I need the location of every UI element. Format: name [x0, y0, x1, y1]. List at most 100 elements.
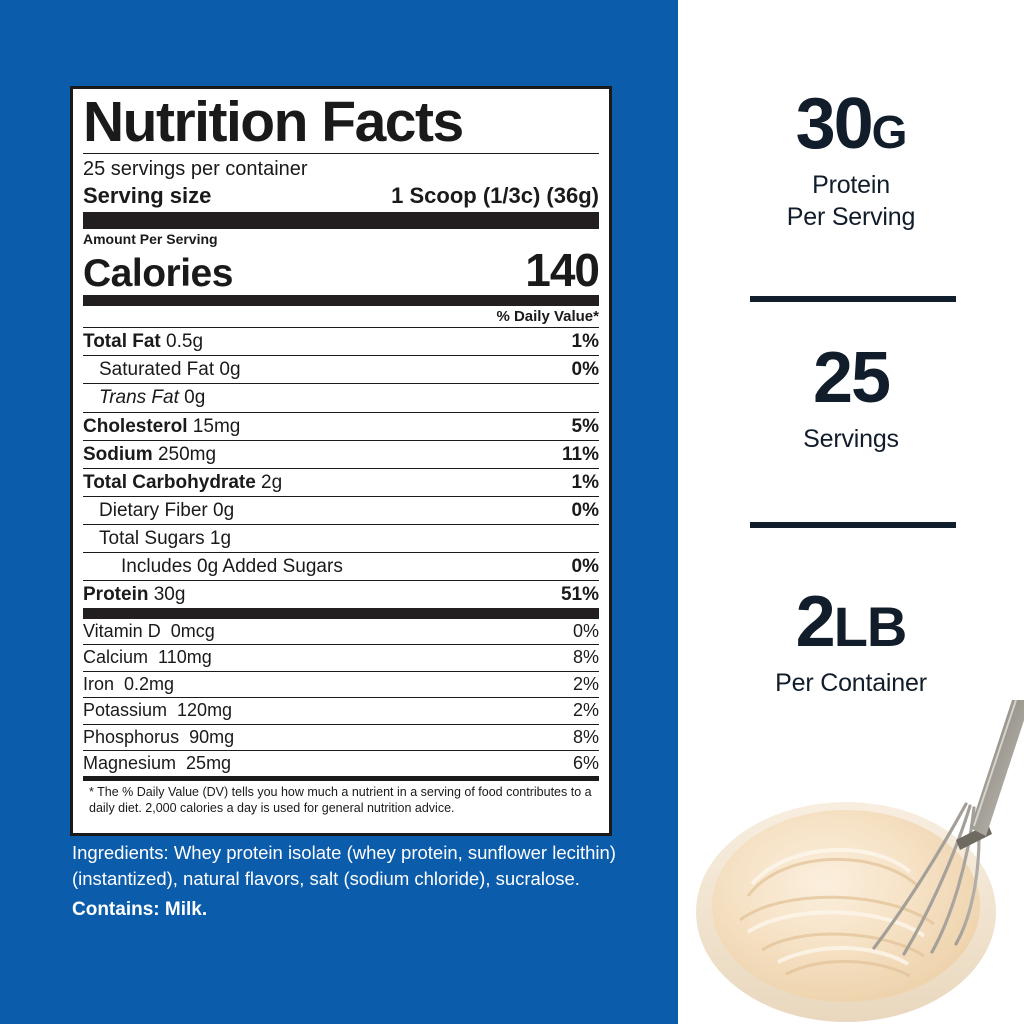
serving-size-label: Serving size [83, 182, 212, 208]
rule-bar-under-calories [83, 295, 599, 307]
micronutrient-name-amount: Magnesium 25mg [83, 753, 232, 774]
nutrient-name-amount: Trans Fat 0g [83, 385, 205, 410]
serving-size-value: 1 Scoop (1/3c) (36g) [391, 182, 599, 208]
rule-under-title [83, 152, 599, 154]
cream-highlights [746, 848, 926, 966]
servings-per-container: 25 servings per container [83, 157, 308, 180]
nutrient-amount: 1g [204, 527, 232, 549]
whisk-handle [970, 700, 1024, 836]
stat-container-weight: 2LB Per Container [678, 586, 1024, 700]
stat-weight-caption-line1: Per Container [775, 669, 927, 697]
nutrient-name: Total Sugars [99, 527, 205, 549]
nutrient-name-amount: Total Fat 0.5g [83, 329, 203, 354]
nutrient-amount: 0g [178, 387, 206, 409]
nutrient-row: Total Sugars 1g [83, 523, 599, 552]
nutrient-row: Includes 0g Added Sugars 0% [83, 551, 599, 580]
contains-allergen-text: Contains: Milk. [72, 899, 208, 920]
nutrient-rows-group: Total Fat 0.5g 1% Saturated Fat 0g 0% Trans … [83, 327, 599, 608]
ingredients-text: Ingredients: Whey protein isolate (whey … [72, 842, 616, 889]
nutrient-row: Cholesterol 15mg 5% [83, 411, 599, 440]
stat-servings: 25 Servings [678, 342, 1024, 456]
stat-weight-number: 2 [795, 582, 836, 662]
stat-protein-caption-line1: Protein [812, 171, 890, 199]
nutrient-daily-value: 5% [571, 415, 599, 437]
rule-bar-under-protein [83, 608, 599, 620]
stat-weight-value: 2LB [678, 586, 1024, 658]
nutrient-name: Total Carbohydrate [83, 471, 256, 493]
nutrient-amount: 0g [207, 499, 235, 521]
nutrient-row: Trans Fat 0g [83, 383, 599, 411]
nutrient-amount: 0g [214, 359, 241, 381]
micronutrient-daily-value: 0% [572, 621, 599, 642]
stat-protein-per-serving: 30G Protein Per Serving [678, 88, 1024, 233]
stat-protein-number: 30 [795, 84, 874, 164]
nutrient-name-amount: Includes 0g Added Sugars [83, 554, 343, 579]
stat-protein-caption: Protein Per Serving [678, 170, 1024, 233]
stat-protein-caption-line2: Per Serving [786, 202, 916, 231]
micronutrient-name-amount: Vitamin D 0mcg [83, 621, 215, 642]
micronutrient-rows-group: Vitamin D 0mcg 0% Calcium 110mg 8% Iron 0.2m… [83, 619, 599, 776]
nutrient-name-amount: Dietary Fiber 0g [83, 498, 234, 523]
nutrient-row: Total Carbohydrate 2g 1% [83, 467, 599, 496]
calories-row: Calories 140 [83, 244, 600, 297]
bowl-with-whisk-image [678, 700, 1024, 1024]
serving-size-row: Serving size 1 Scoop (1/3c) (36g) [83, 182, 599, 213]
nutrient-name-amount: Total Sugars 1g [83, 526, 231, 551]
nutrient-daily-value: 0% [571, 359, 599, 381]
nutrient-row: Protein 30g 51% [83, 580, 599, 608]
bowl-whisk-illustration [696, 700, 1024, 1022]
nutrient-row: Saturated Fat 0g 0% [83, 355, 599, 383]
micronutrient-daily-value: 8% [572, 647, 599, 668]
nutrient-amount: 250mg [152, 443, 217, 465]
micronutrient-name-amount: Potassium 120mg [83, 700, 233, 721]
rule-thick-above-calories [83, 212, 599, 230]
calories-label: Calories [83, 252, 233, 296]
nutrient-row: Total Fat 0.5g 1% [83, 327, 599, 355]
nutrient-name-amount: Sodium 250mg [83, 442, 216, 467]
micronutrient-name-amount: Calcium 110mg [83, 647, 212, 668]
micronutrient-daily-value: 2% [572, 673, 599, 694]
stat-servings-caption-line1: Servings [803, 425, 899, 453]
nutrient-amount: 2g [255, 471, 283, 493]
daily-value-header: % Daily Value* [496, 308, 599, 326]
nutrient-daily-value: 51% [560, 584, 599, 605]
nutrient-amount: 30g [148, 584, 186, 605]
nutrient-amount: 15mg [187, 415, 241, 437]
nutrient-name-amount: Protein 30g [83, 582, 185, 607]
calories-value: 140 [525, 244, 600, 297]
nutrient-row: Dietary Fiber 0g 0% [83, 495, 599, 524]
nutrient-name: Saturated Fat [99, 359, 215, 381]
stat-weight-caption: Per Container [678, 668, 1024, 700]
nutrient-name: Protein [83, 584, 149, 605]
micronutrient-row: Potassium 120mg 2% [83, 697, 599, 723]
micronutrient-row: Magnesium 25mg 6% [83, 750, 599, 776]
micronutrient-daily-value: 2% [572, 700, 599, 721]
micronutrient-daily-value: 6% [572, 753, 599, 774]
nutrient-daily-value: 11% [562, 443, 599, 465]
nutrient-name-amount: Cholesterol 15mg [83, 414, 240, 439]
nutrient-name: Dietary Fiber [99, 499, 208, 521]
nutrient-row: Sodium 250mg 11% [83, 439, 599, 468]
nutrient-name-amount: Total Carbohydrate 2g [83, 470, 282, 495]
stat-protein-value: 30G [678, 88, 1024, 160]
nutrient-daily-value: 0% [571, 555, 599, 577]
stats-divider-2 [750, 522, 956, 528]
micronutrient-row: Vitamin D 0mcg 0% [83, 619, 599, 644]
stat-servings-caption: Servings [678, 424, 1024, 456]
rule-above-footnote [83, 776, 599, 782]
micronutrient-row: Calcium 110mg 8% [83, 644, 599, 670]
stat-servings-number: 25 [812, 338, 891, 418]
nutrient-name-amount: Saturated Fat 0g [83, 357, 241, 382]
stat-weight-unit: LB [833, 595, 908, 658]
daily-value-footnote: * The % Daily Value (DV) tells you how m… [89, 785, 592, 815]
nutrition-facts-panel: Nutrition Facts 25 servings per containe… [70, 86, 612, 836]
nutrient-name: Total Fat [83, 331, 161, 353]
micronutrient-row: Phosphorus 90mg 8% [83, 723, 599, 750]
nutrient-name: Cholesterol [83, 415, 188, 437]
nutrition-facts-title: Nutrition Facts [83, 90, 464, 154]
stat-servings-value: 25 [678, 342, 1024, 414]
stats-divider-1 [750, 296, 956, 302]
nutrient-name: Includes 0g Added Sugars [121, 555, 343, 577]
nutrient-name: Trans Fat [99, 387, 179, 409]
